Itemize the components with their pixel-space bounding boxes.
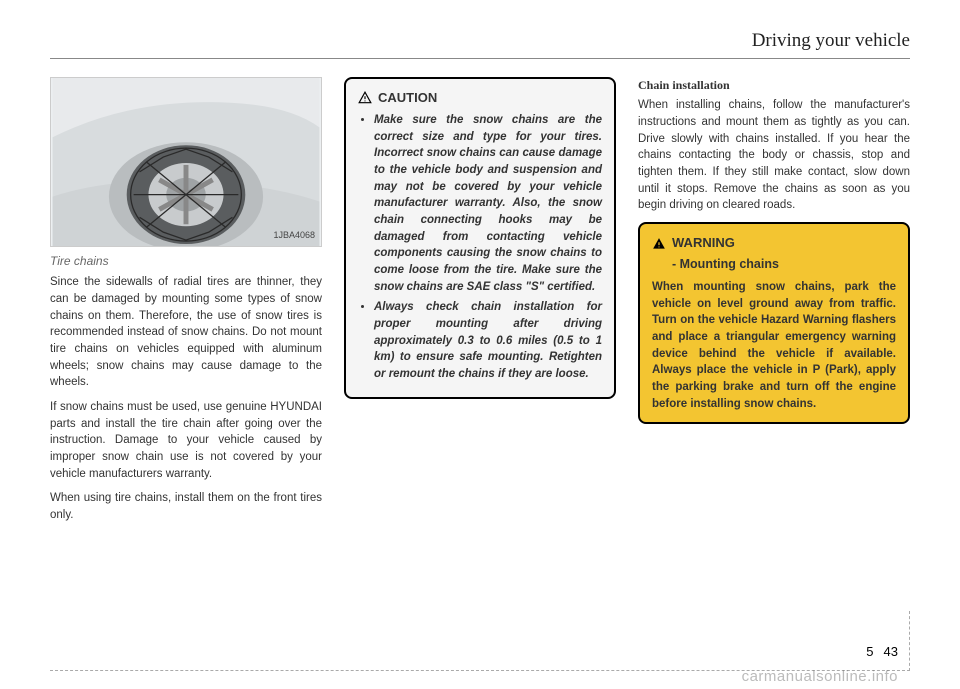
page-number-value: 43 [884, 644, 898, 659]
column-3: Chain installation When installing chain… [638, 77, 910, 532]
section-header: Driving your vehicle [50, 30, 910, 59]
column-2: CAUTION Make sure the snow chains are th… [344, 77, 616, 532]
tire-chains-subhead: Tire chains [50, 253, 322, 270]
paragraph: When using tire chains, install them on … [50, 490, 322, 523]
warning-body: When mounting snow chains, park the vehi… [652, 279, 896, 412]
section-number: 5 [866, 644, 873, 659]
caution-triangle-icon [358, 91, 372, 105]
paragraph: Since the sidewalls of radial tires are … [50, 274, 322, 391]
page-number: 5 43 [866, 644, 898, 659]
caution-box: CAUTION Make sure the snow chains are th… [344, 77, 616, 399]
tire-chain-figure: 1JBA4068 [50, 77, 322, 247]
warning-triangle-icon [652, 237, 666, 251]
caution-item: Always check chain installation for prop… [374, 299, 602, 382]
tire-chain-illustration [51, 78, 321, 246]
manual-page: Driving your vehicle [0, 0, 960, 689]
caution-title-row: CAUTION [358, 89, 602, 108]
caution-title: CAUTION [378, 89, 437, 108]
caution-item: Make sure the snow chains are the correc… [374, 112, 602, 295]
paragraph: If snow chains must be used, use genuine… [50, 399, 322, 482]
chain-installation-heading: Chain installation [638, 77, 910, 94]
warning-title: WARNING [672, 234, 735, 253]
paragraph: When installing chains, follow the manuf… [638, 97, 910, 214]
footer-dash-vertical [909, 611, 910, 671]
figure-code: 1JBA4068 [273, 229, 315, 242]
watermark: carmanualsonline.info [742, 668, 898, 685]
warning-title-row: WARNING [652, 234, 896, 253]
content-columns: 1JBA4068 Tire chains Since the sidewalls… [50, 77, 910, 532]
warning-box: WARNING - Mounting chains When mounting … [638, 222, 910, 424]
column-1: 1JBA4068 Tire chains Since the sidewalls… [50, 77, 322, 532]
warning-subtitle: - Mounting chains [672, 255, 896, 273]
caution-list: Make sure the snow chains are the correc… [358, 112, 602, 383]
